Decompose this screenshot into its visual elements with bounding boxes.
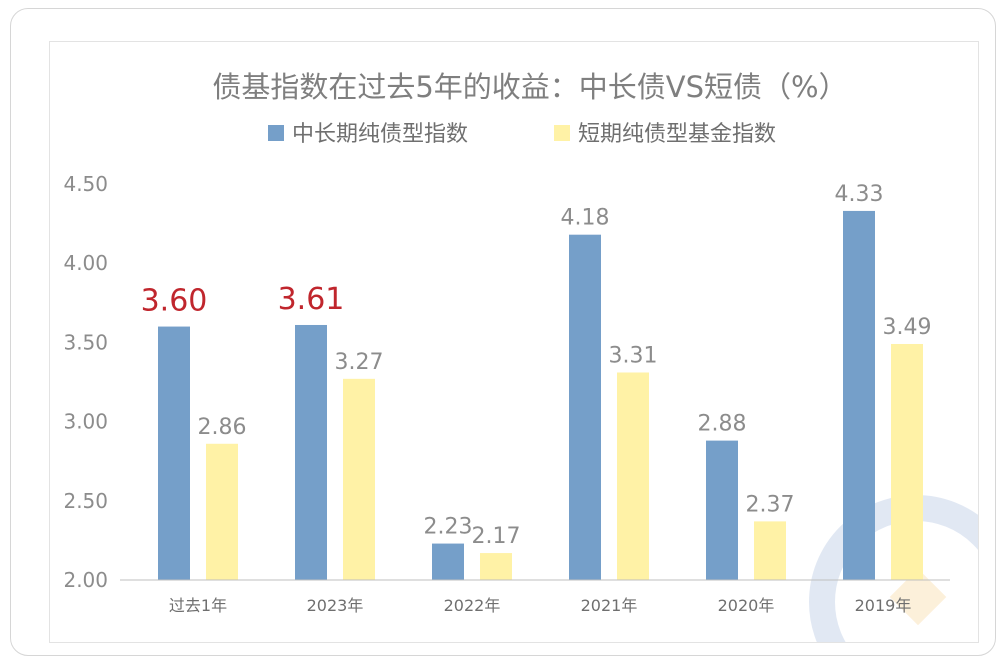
bar-series-1 bbox=[295, 324, 327, 580]
data-label: 2.88 bbox=[698, 412, 747, 437]
data-label: 2.17 bbox=[472, 524, 521, 549]
bar-series-2 bbox=[480, 553, 512, 580]
data-label: 3.27 bbox=[335, 350, 384, 375]
bar-series-2 bbox=[754, 521, 786, 580]
bar-series-2 bbox=[343, 378, 375, 580]
chart-panel: 债基指数在过去5年的收益：中长债VS短债（%） 中长期纯债型指数 短期纯债型基金… bbox=[49, 41, 979, 643]
y-tick-label: 3.00 bbox=[63, 410, 108, 434]
bar-chart: 债基指数在过去5年的收益：中长债VS短债（%） 中长期纯债型指数 短期纯债型基金… bbox=[63, 70, 978, 642]
bar-series-1 bbox=[158, 326, 190, 580]
bar-series-2 bbox=[617, 372, 649, 580]
y-tick-label: 3.50 bbox=[63, 330, 108, 354]
y-tick-label: 2.00 bbox=[63, 568, 108, 592]
x-tick-label: 过去1年 bbox=[169, 596, 227, 615]
legend-swatch-series-2 bbox=[554, 125, 570, 141]
legend-label-series-2: 短期纯债型基金指数 bbox=[578, 122, 776, 147]
x-axis: 过去1年 2023年 2022年 2021年 2020年 2019年 bbox=[169, 596, 911, 615]
chart-title: 债基指数在过去5年的收益：中长债VS短债（%） bbox=[212, 70, 847, 104]
y-axis: 2.00 2.50 3.00 3.50 4.00 4.50 bbox=[63, 172, 108, 592]
data-label: 3.31 bbox=[609, 343, 658, 368]
data-labels: 3.60 3.61 2.23 4.18 2.88 4.33 2.86 3.27 2.17 3.31… bbox=[141, 182, 932, 549]
y-tick-label: 4.50 bbox=[63, 172, 108, 196]
data-label: 3.49 bbox=[883, 315, 932, 340]
data-label: 4.33 bbox=[835, 182, 884, 207]
bar-series-1 bbox=[432, 543, 464, 580]
x-tick-label: 2022年 bbox=[444, 596, 501, 615]
bars bbox=[158, 210, 923, 581]
x-tick-label: 2021年 bbox=[581, 596, 638, 615]
data-label: 3.60 bbox=[141, 284, 208, 319]
data-label: 2.86 bbox=[198, 415, 247, 440]
bar-series-1 bbox=[569, 234, 601, 581]
data-label: 2.23 bbox=[424, 515, 473, 540]
data-label: 2.37 bbox=[746, 492, 795, 517]
data-label: 4.18 bbox=[561, 206, 610, 231]
y-tick-label: 2.50 bbox=[63, 489, 108, 513]
y-tick-label: 4.00 bbox=[63, 251, 108, 275]
legend-swatch-series-1 bbox=[268, 125, 284, 141]
x-tick-label: 2023年 bbox=[307, 596, 364, 615]
x-tick-label: 2019年 bbox=[855, 596, 912, 615]
bar-series-1 bbox=[706, 440, 738, 580]
x-tick-label: 2020年 bbox=[718, 596, 775, 615]
bar-series-2 bbox=[891, 343, 923, 580]
bar-series-2 bbox=[206, 443, 238, 580]
legend-label-series-1: 中长期纯债型指数 bbox=[292, 122, 468, 147]
chart-card: 债基指数在过去5年的收益：中长债VS短债（%） 中长期纯债型指数 短期纯债型基金… bbox=[10, 8, 996, 656]
data-label: 3.61 bbox=[278, 282, 345, 317]
legend: 中长期纯债型指数 短期纯债型基金指数 bbox=[268, 122, 776, 147]
bar-series-1 bbox=[843, 210, 875, 581]
